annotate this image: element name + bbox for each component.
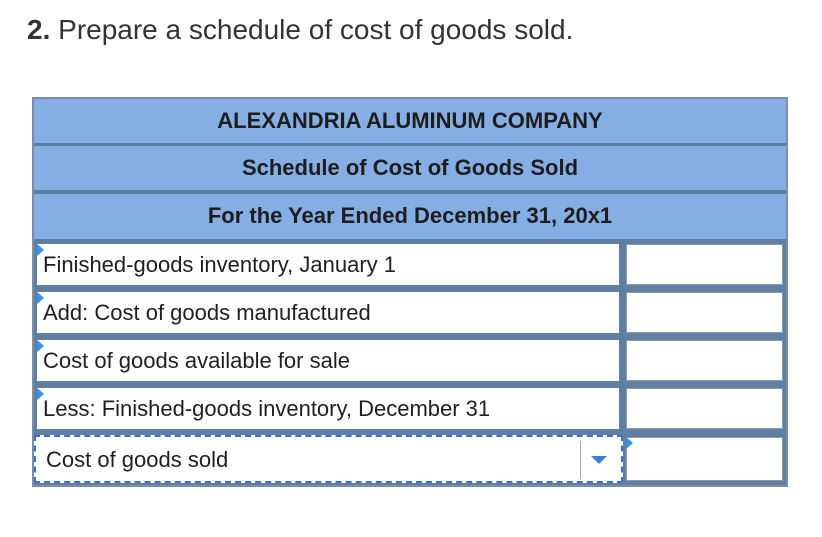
row-label: Cost of goods available for sale [43,348,350,373]
row-label-cell[interactable]: Less: Finished-goods inventory, December… [37,388,619,429]
amount-input[interactable] [626,388,783,429]
table-row: Cost of goods sold [34,433,786,485]
amount-input[interactable] [626,244,783,285]
corner-triangle-icon [37,244,44,256]
row-label-cell[interactable]: Add: Cost of goods manufactured [37,292,619,333]
row-label: Add: Cost of goods manufactured [43,300,371,325]
company-name-header: ALEXANDRIA ALUMINUM COMPANY [34,99,786,145]
dropdown-divider [580,441,581,479]
row-label-dropdown[interactable]: Cost of goods sold [34,435,623,483]
corner-triangle-icon [37,388,44,400]
table-row: Cost of goods available for sale [34,337,786,385]
row-label: Finished-goods inventory, January 1 [43,252,397,277]
row-label-cell[interactable]: Cost of goods available for sale [37,340,619,381]
question-number: 2. [27,14,51,45]
row-label: Less: Finished-goods inventory, December… [43,396,491,421]
chevron-down-icon[interactable] [591,456,607,464]
schedule-title-header: Schedule of Cost of Goods Sold [34,146,786,192]
table-row: Less: Finished-goods inventory, December… [34,385,786,433]
table-row: Add: Cost of goods manufactured [34,289,786,337]
question-heading: 2. Prepare a schedule of cost of goods s… [27,10,573,50]
period-header: For the Year Ended December 31, 20x1 [34,194,786,241]
cogs-schedule-table: ALEXANDRIA ALUMINUM COMPANY Schedule of … [32,97,788,487]
corner-triangle-icon [37,292,44,304]
table-row: Finished-goods inventory, January 1 [34,241,786,289]
corner-triangle-icon [37,340,44,352]
amount-input[interactable] [626,340,783,381]
amount-input[interactable] [626,437,783,481]
row-label: Cost of goods sold [46,447,229,472]
corner-triangle-icon [626,437,633,449]
row-label-cell[interactable]: Finished-goods inventory, January 1 [37,244,619,285]
amount-input[interactable] [626,292,783,333]
question-text: Prepare a schedule of cost of goods sold… [58,14,574,45]
